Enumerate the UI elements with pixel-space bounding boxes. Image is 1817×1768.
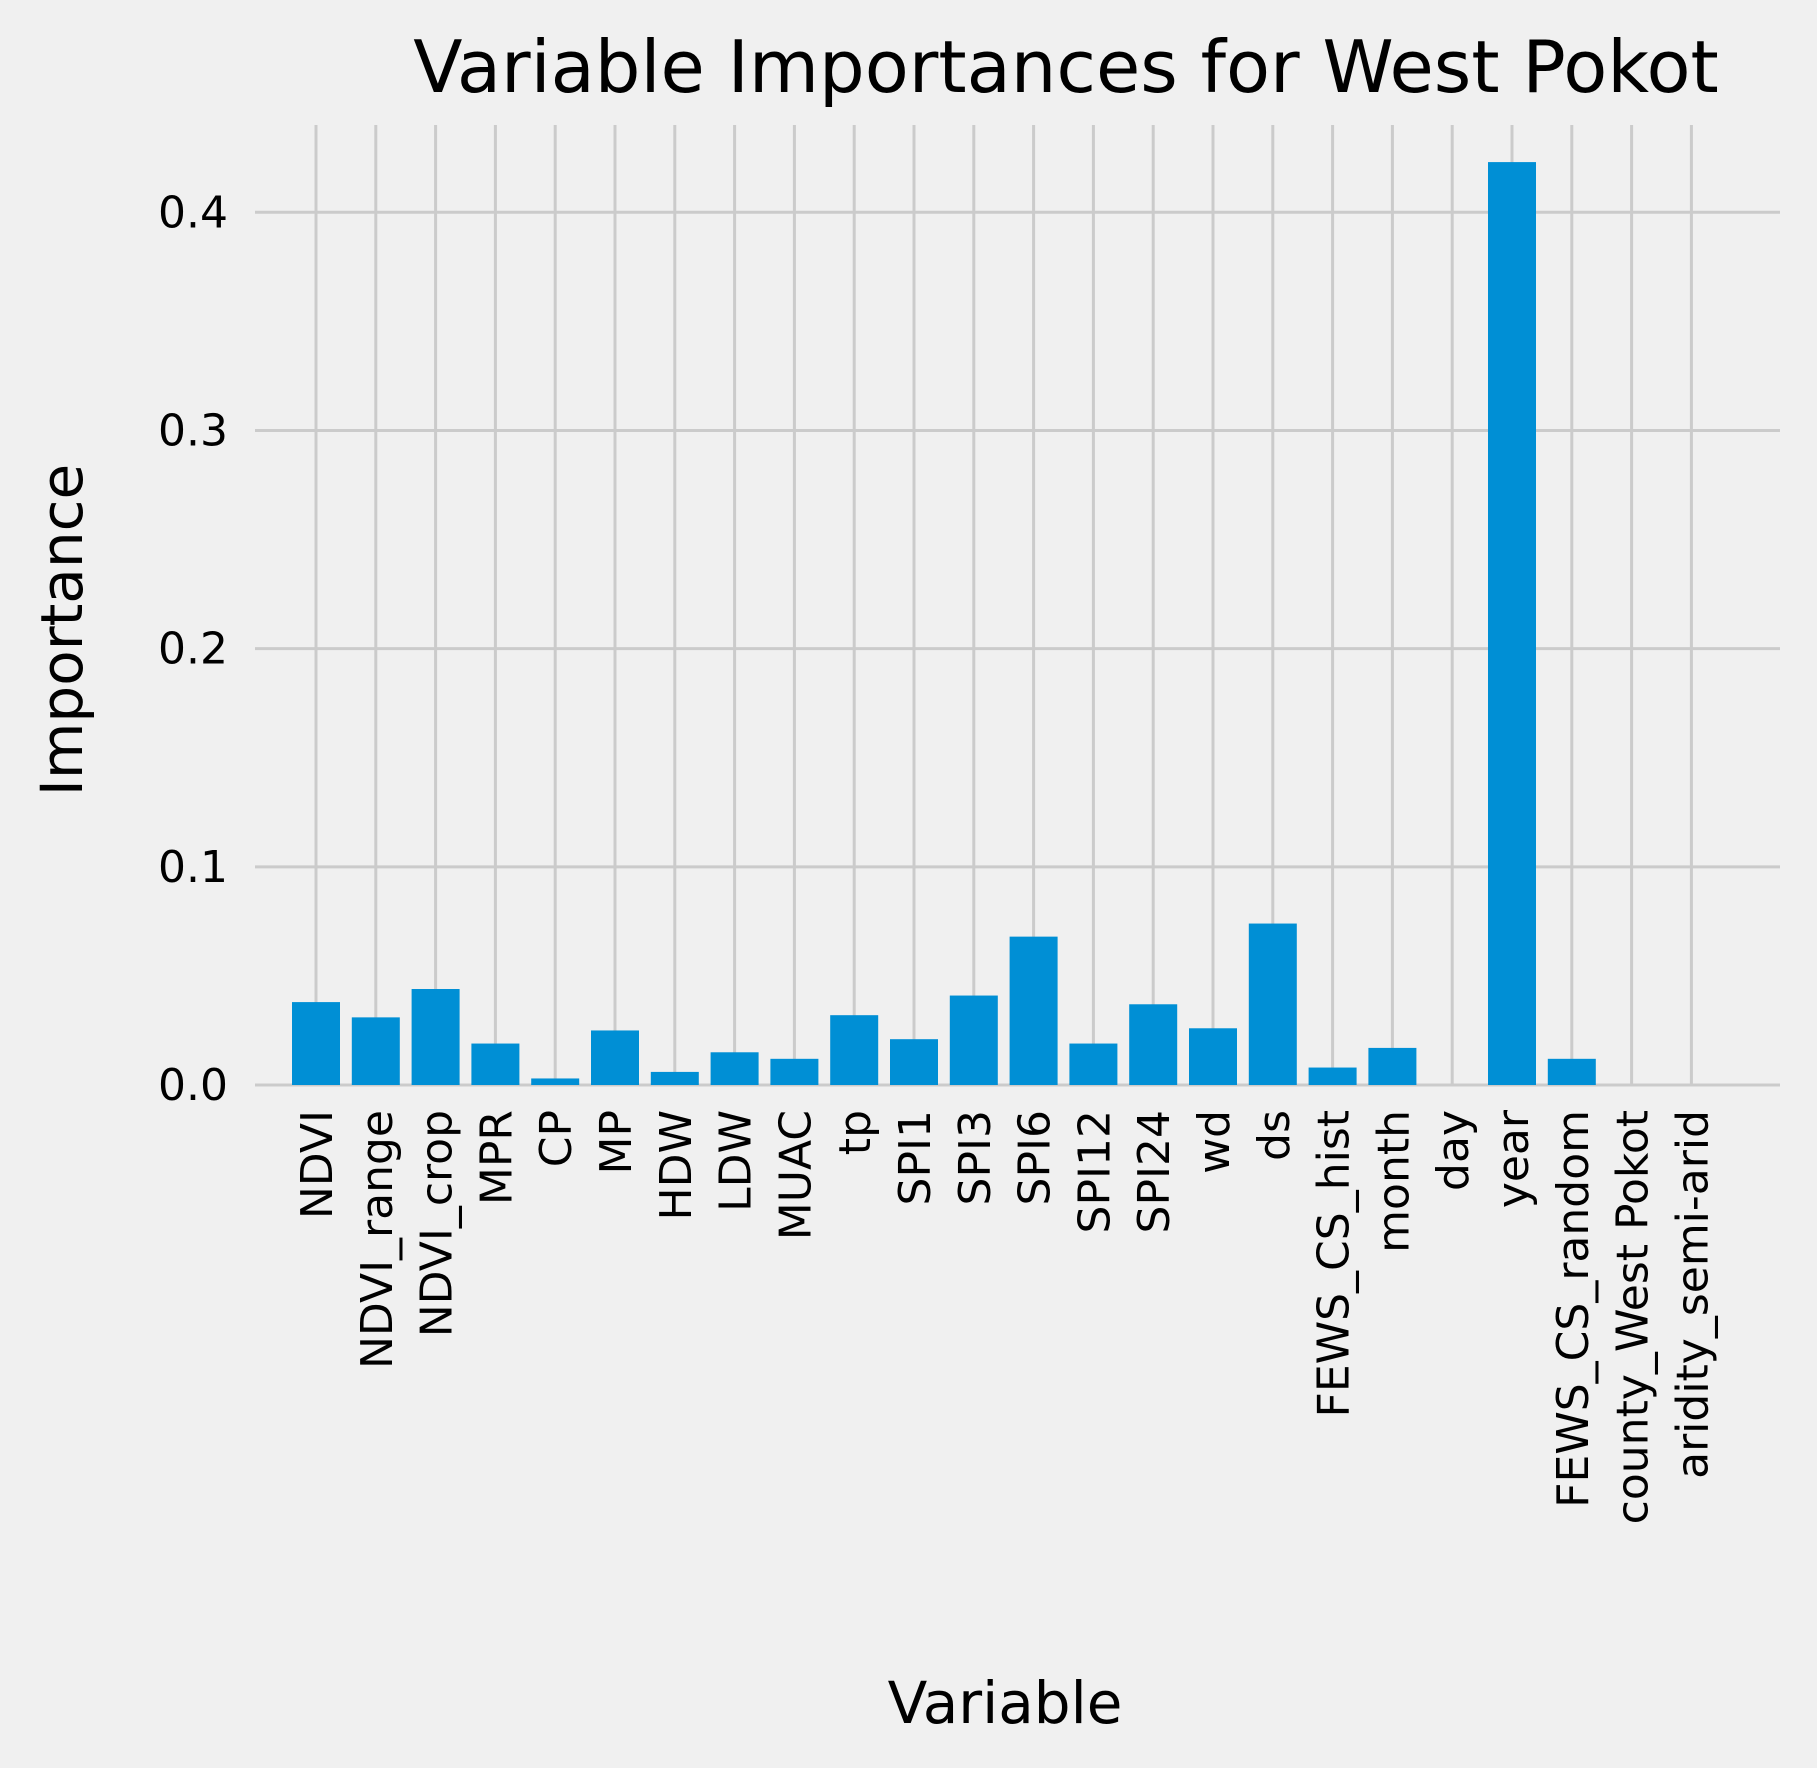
x-tick-label: tp	[830, 1110, 881, 1155]
x-tick-label: FEWS_CS_random	[1548, 1110, 1599, 1508]
x-tick-label: ds	[1249, 1110, 1300, 1161]
x-tick-label: MUAC	[770, 1110, 821, 1240]
bar-FEWS_CS_random	[1547, 1058, 1596, 1085]
x-tick-label: month	[1368, 1110, 1419, 1253]
x-tick-label: year	[1488, 1109, 1539, 1208]
x-tick-label: NDVI	[292, 1110, 343, 1219]
bar-wd	[1189, 1028, 1237, 1085]
bar-SPI12	[1069, 1043, 1118, 1085]
x-tick-label: MP	[591, 1110, 642, 1175]
bar-LDW	[710, 1052, 759, 1085]
bar-year	[1488, 162, 1536, 1085]
x-tick-label: NDVI_range	[352, 1110, 403, 1369]
x-tick-label: MPR	[471, 1110, 522, 1205]
y-tick-labels: 0.0 0.1 0.2 0.3 0.4	[158, 187, 228, 1111]
y-tick-label: 0.1	[158, 842, 228, 893]
bar-ds	[1248, 923, 1297, 1085]
bar-tp	[830, 1015, 879, 1085]
x-tick-label: SPI3	[950, 1110, 1001, 1205]
bar-MPR	[471, 1043, 520, 1085]
grid-lines	[255, 125, 1780, 1087]
x-tick-label: SPI12	[1069, 1110, 1120, 1233]
bar-SPI1	[890, 1039, 938, 1085]
x-tick-label: day	[1428, 1110, 1479, 1191]
y-tick-label: 0.4	[158, 187, 228, 238]
bar-HDW	[650, 1071, 699, 1085]
x-tick-label: FEWS_CS_hist	[1309, 1110, 1360, 1417]
x-tick-labels: NDVI NDVI_range NDVI_crop MPR CP MP HDW LDW MUAC…	[292, 1109, 1718, 1524]
chart-title: Variable Importances for West Pokot	[413, 25, 1719, 109]
bar-SPI24	[1129, 1004, 1178, 1085]
y-axis-label: Importance	[28, 464, 96, 796]
bar-CP	[531, 1078, 580, 1085]
x-tick-label: county_West Pokot	[1608, 1110, 1659, 1524]
bar-NDVI_crop	[411, 989, 460, 1085]
x-tick-label: wd	[1189, 1110, 1240, 1174]
bars	[292, 162, 1596, 1085]
x-axis-label: Variable	[888, 1669, 1123, 1737]
x-tick-label: SPI1	[890, 1110, 941, 1205]
bar-FEWS_CS_hist	[1308, 1067, 1357, 1085]
bar-SPI6	[1009, 936, 1058, 1085]
x-tick-label: SPI24	[1129, 1110, 1180, 1233]
bar-month	[1368, 1047, 1417, 1085]
y-tick-label: 0.0	[158, 1060, 228, 1111]
x-tick-label: NDVI_crop	[412, 1110, 463, 1337]
bar-MUAC	[770, 1058, 819, 1085]
x-tick-label: SPI6	[1010, 1110, 1061, 1205]
x-tick-label: aridity_semi-arid	[1667, 1110, 1718, 1479]
y-tick-label: 0.3	[158, 405, 228, 456]
bar-NDVI	[292, 1002, 340, 1085]
bar-NDVI_range	[351, 1017, 400, 1085]
x-tick-label: HDW	[651, 1110, 702, 1220]
bar-SPI3	[949, 995, 998, 1085]
x-tick-label: LDW	[711, 1110, 762, 1212]
bar-MP	[591, 1030, 639, 1085]
x-tick-label: CP	[531, 1110, 582, 1167]
y-tick-label: 0.2	[158, 624, 228, 675]
